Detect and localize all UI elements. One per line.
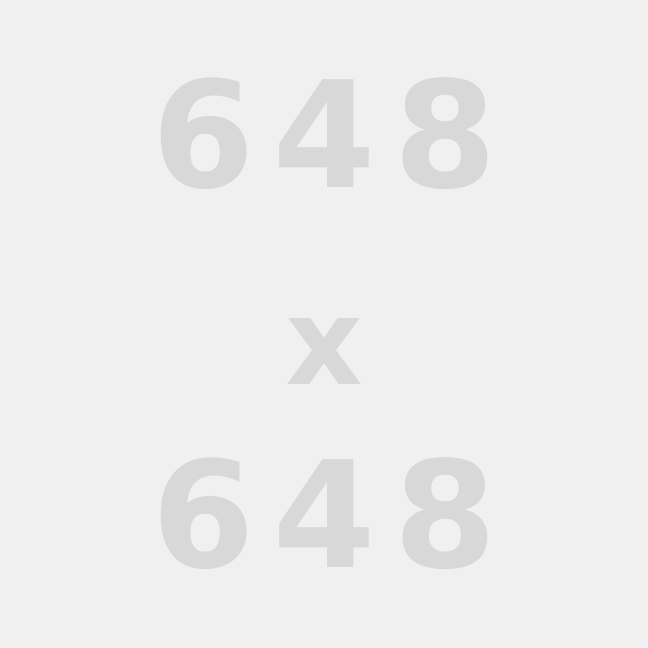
placeholder-separator: x xyxy=(285,274,363,413)
placeholder-height-text: 648 xyxy=(151,430,515,602)
placeholder-width-text: 648 xyxy=(151,50,515,222)
